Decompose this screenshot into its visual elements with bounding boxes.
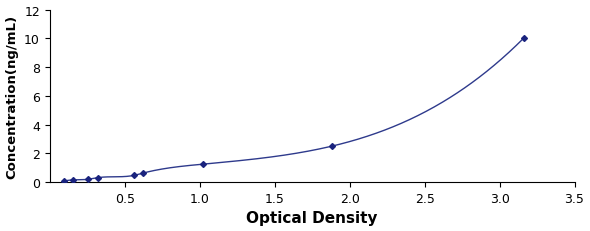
X-axis label: Optical Density: Optical Density bbox=[247, 210, 378, 225]
Y-axis label: Concentration(ng/mL): Concentration(ng/mL) bbox=[5, 15, 18, 178]
